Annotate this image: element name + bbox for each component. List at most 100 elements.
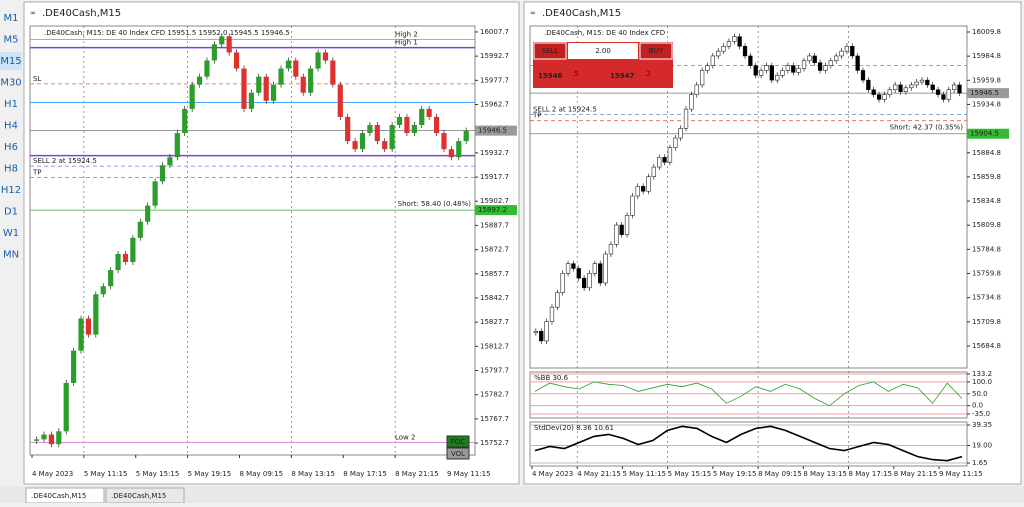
candle <box>710 55 715 66</box>
x-tick-label: 9 May 11:15 <box>939 470 983 478</box>
ask-small: .2 <box>644 70 651 78</box>
x-tick-label: 5 May 15:15 <box>668 470 712 478</box>
window-title: .DE40Cash,M15 <box>542 8 621 19</box>
candle <box>263 76 269 101</box>
x-tick-label: 9 May 11:15 <box>447 470 491 478</box>
candle <box>855 55 860 71</box>
timeframe-button[interactable]: W1 <box>3 228 19 239</box>
tab-bar <box>0 486 1024 503</box>
chart-header: .DE40Cash, M15: DE 40 Index CFD 15951.5 … <box>44 29 290 37</box>
candle <box>614 224 619 245</box>
candle <box>683 108 689 129</box>
active-timeframe <box>0 52 22 70</box>
y-tick-label: 15842.7 <box>480 294 509 302</box>
y-tick-label: 15797.7 <box>480 367 509 375</box>
candle <box>721 46 726 52</box>
x-tick-label: 5 May 15:15 <box>136 470 180 478</box>
sell-button[interactable] <box>533 42 567 60</box>
timeframe-button[interactable]: H6 <box>4 142 18 153</box>
x-tick-label: 5 May 11:15 <box>622 470 666 478</box>
lot-box[interactable] <box>568 43 638 59</box>
level-label: TP <box>32 168 42 176</box>
candle <box>130 237 136 263</box>
candle <box>544 321 549 342</box>
candle <box>651 166 656 177</box>
candle <box>137 221 143 238</box>
candle <box>839 50 844 57</box>
candle <box>233 52 240 69</box>
y-tick-label: -35.0 <box>972 410 990 418</box>
candle <box>925 79 930 86</box>
candle <box>322 52 329 61</box>
window-title: .DE40Cash,M15 <box>42 8 121 19</box>
candle <box>641 186 646 192</box>
lot-label: 2.00 <box>595 47 611 55</box>
chart-button[interactable] <box>446 447 470 460</box>
price-tag <box>967 88 1009 99</box>
candle <box>219 36 225 45</box>
y-tick-label: 133.2 <box>972 370 992 378</box>
candle <box>619 224 624 235</box>
y-tick-label: 15827.7 <box>480 318 509 326</box>
candle <box>582 277 587 289</box>
x-tick-label: 8 May 17:15 <box>343 470 387 478</box>
timeframe-button[interactable]: H1 <box>4 99 18 110</box>
ask-big: 15947 <box>610 72 634 80</box>
candle <box>844 46 850 52</box>
y-tick-label: 15962.7 <box>480 101 509 109</box>
timeframe-button[interactable]: D1 <box>4 207 18 218</box>
y-tick-label: 15834.8 <box>972 197 1001 205</box>
candle <box>56 431 62 445</box>
candle <box>914 81 919 86</box>
y-tick-label: 0.0 <box>972 402 983 410</box>
x-tick-label: 8 May 21:15 <box>395 470 439 478</box>
y-tick-label: 100.0 <box>972 378 992 386</box>
timeframe-button[interactable]: MN <box>3 250 19 261</box>
x-tick-label: 5 May 19:15 <box>188 470 232 478</box>
timeframe-button[interactable]: M1 <box>4 13 19 24</box>
candle <box>41 434 47 440</box>
timeframe-button[interactable]: M5 <box>4 35 19 46</box>
y-tick-label: 39.35 <box>972 421 992 429</box>
candle <box>732 36 737 42</box>
pane <box>529 371 968 419</box>
candle <box>196 76 203 85</box>
candle <box>624 215 630 235</box>
short-label: Short: 58.40 (0.48%) <box>398 200 472 208</box>
candle <box>300 76 306 93</box>
candle <box>389 124 395 150</box>
y-tick-label: 15782.7 <box>480 391 509 399</box>
y-tick-label: 15812.7 <box>480 342 509 350</box>
chart-button[interactable] <box>446 435 470 448</box>
candle <box>646 176 651 192</box>
timeframe-button[interactable]: H8 <box>4 164 18 175</box>
timeframe-button[interactable]: H12 <box>1 185 21 196</box>
candle <box>241 68 247 109</box>
indicator-label: StdDev(20) 8.36 10.61 <box>534 424 614 432</box>
timeframe-button[interactable]: H4 <box>4 121 18 132</box>
y-tick-label: 16007.7 <box>480 28 509 36</box>
tab-label: .DE40Cash,M15 <box>31 492 86 500</box>
timeframe-button[interactable]: M30 <box>0 78 21 89</box>
candle <box>248 92 254 109</box>
candle <box>367 124 373 134</box>
candle <box>898 84 903 92</box>
candle <box>433 116 440 134</box>
x-tick-label: 4 May 2023 <box>32 470 73 478</box>
x-tick-label: 4 May 21:15 <box>577 470 621 478</box>
timeframe-button[interactable]: M15 <box>0 56 21 67</box>
candle <box>657 157 662 168</box>
buy-button[interactable] <box>639 42 673 60</box>
candle <box>882 94 887 100</box>
candle <box>785 65 791 71</box>
candle <box>587 273 592 289</box>
price-tag-label: 15904.5 <box>970 130 999 138</box>
candle <box>935 89 941 95</box>
y-tick-label: 15684.8 <box>972 342 1001 350</box>
candle <box>780 70 785 76</box>
candle <box>565 263 571 274</box>
candle <box>382 141 388 150</box>
title-bar <box>25 3 518 22</box>
candle <box>256 76 262 93</box>
